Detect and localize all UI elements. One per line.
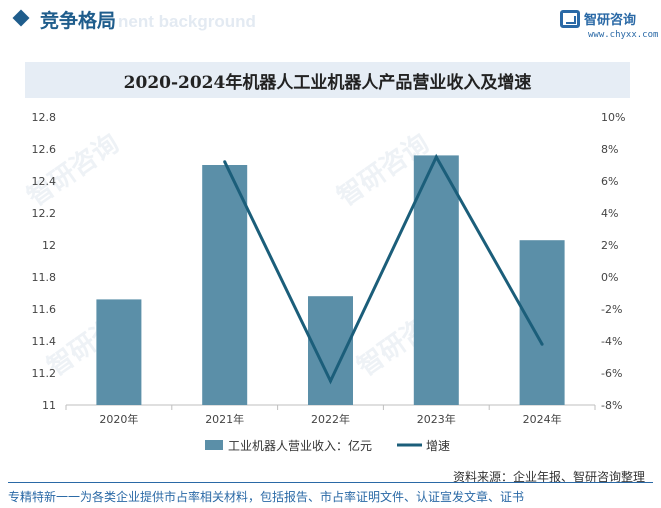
- chart-title: 2020-2024年机器人工业机器人产品营业收入及增速: [123, 73, 532, 93]
- ghost-background-text: nent background: [118, 12, 256, 31]
- y-right-tick-label: 4%: [601, 207, 618, 220]
- y-right-tick-label: -2%: [601, 303, 622, 316]
- y-right-tick-label: -6%: [601, 367, 622, 380]
- bar: [413, 155, 459, 405]
- bar: [96, 299, 142, 405]
- y-left-tick-label: 11.8: [32, 271, 57, 284]
- growth-point: [434, 155, 438, 159]
- growth-point: [540, 342, 544, 346]
- footer-divider: [8, 482, 653, 483]
- x-tick-label: 2020年: [99, 412, 138, 426]
- y-left-tick-label: 11.2: [32, 367, 57, 380]
- section-title: 竞争格局: [40, 10, 117, 32]
- y-left-tick-label: 12.6: [32, 143, 57, 156]
- header: 竞争格局 nent background 智研咨询 www.chyxx.com: [0, 0, 661, 44]
- y-right-tick-label: 2%: [601, 239, 618, 252]
- bar: [202, 165, 248, 405]
- logo-url: www.chyxx.com: [588, 30, 659, 40]
- y-left-tick-label: 12: [42, 239, 56, 252]
- x-tick-label: 2023年: [417, 412, 456, 426]
- y-right-tick-label: 6%: [601, 175, 618, 188]
- growth-point: [329, 379, 332, 383]
- y-left-tick-label: 12.2: [32, 207, 57, 220]
- y-left-tick-label: 11: [42, 399, 56, 412]
- y-right-tick-label: 8%: [601, 143, 618, 156]
- y-left-tick-label: 11.4: [32, 335, 57, 348]
- x-tick-label: 2022年: [311, 412, 350, 426]
- y-right-tick-label: -8%: [601, 399, 622, 412]
- title-band: [25, 62, 630, 98]
- growth-line: [223, 153, 544, 385]
- x-tick-label: 2021年: [205, 412, 244, 426]
- legend-bar-swatch: [205, 440, 223, 450]
- legend-line-label: 增速: [426, 439, 450, 453]
- logo-icon: [560, 10, 580, 28]
- y-left-tick-label: 12.4: [32, 175, 57, 188]
- y-right-tick-label: 10%: [601, 111, 625, 124]
- footer-text: 专精特新一一为各类企业提供市占率相关材料，包括报告、市占率证明文件、认证宣发文章…: [8, 490, 525, 504]
- y-left-tick-label: 12.8: [32, 111, 57, 124]
- y-right-tick-label: 0%: [601, 271, 618, 284]
- y-left-tick-label: 11.6: [32, 303, 57, 316]
- x-tick-label: 2024年: [523, 412, 562, 426]
- legend-bar-label: 工业机器人营业收入：亿元: [228, 438, 372, 453]
- bar: [519, 240, 565, 405]
- logo-text: 智研咨询: [584, 13, 637, 28]
- source-note: 资料来源：企业年报、智研咨询整理: [452, 470, 645, 484]
- y-right-tick-label: -4%: [601, 335, 622, 348]
- growth-point: [223, 160, 227, 164]
